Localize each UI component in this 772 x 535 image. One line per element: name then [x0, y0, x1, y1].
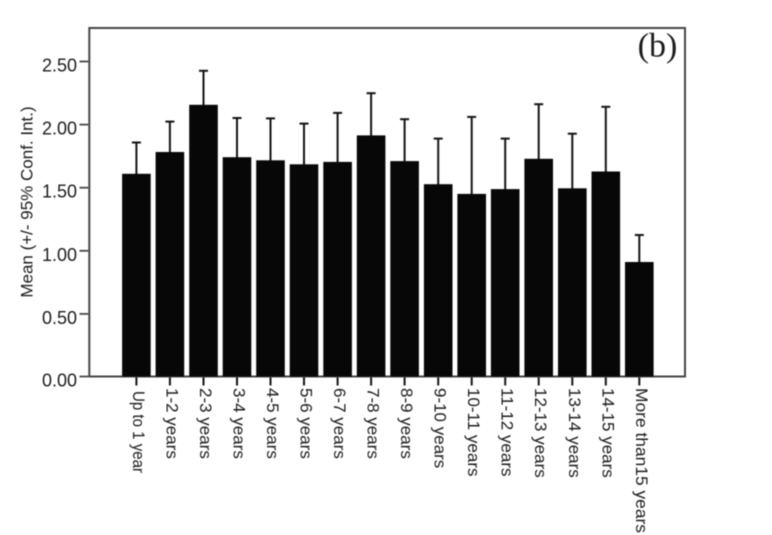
- svg-text:Up to 1 year: Up to 1 year: [129, 391, 148, 473]
- svg-text:0.50: 0.50: [42, 308, 77, 328]
- svg-text:(b): (b): [638, 28, 678, 65]
- svg-text:7-8 years: 7-8 years: [364, 388, 383, 459]
- svg-text:Mean (+/- 95% Conf. Int.): Mean (+/- 95% Conf. Int.): [18, 106, 37, 297]
- svg-text:4-5 years: 4-5 years: [263, 388, 282, 459]
- svg-text:6-7 years: 6-7 years: [330, 388, 349, 459]
- svg-text:12-13 years: 12-13 years: [531, 388, 550, 478]
- svg-text:14-15 years: 14-15 years: [598, 388, 617, 478]
- svg-text:1.00: 1.00: [42, 245, 77, 265]
- svg-text:3-4 years: 3-4 years: [230, 388, 249, 459]
- svg-text:8-9 years: 8-9 years: [397, 388, 416, 459]
- svg-text:2.50: 2.50: [42, 56, 77, 76]
- svg-text:11-12 years: 11-12 years: [498, 388, 517, 477]
- svg-text:10-11 years: 10-11 years: [464, 388, 483, 477]
- svg-text:0.00: 0.00: [42, 371, 77, 391]
- svg-text:More than15 years: More than15 years: [632, 388, 651, 533]
- svg-text:9-10 years: 9-10 years: [431, 388, 450, 468]
- svg-text:13-14 years: 13-14 years: [565, 388, 584, 478]
- svg-text:5-6 years: 5-6 years: [297, 388, 316, 459]
- svg-text:1.50: 1.50: [42, 182, 77, 202]
- svg-text:1-2 years: 1-2 years: [162, 388, 181, 459]
- svg-text:2.00: 2.00: [42, 119, 77, 139]
- svg-text:2-3 years: 2-3 years: [196, 388, 215, 459]
